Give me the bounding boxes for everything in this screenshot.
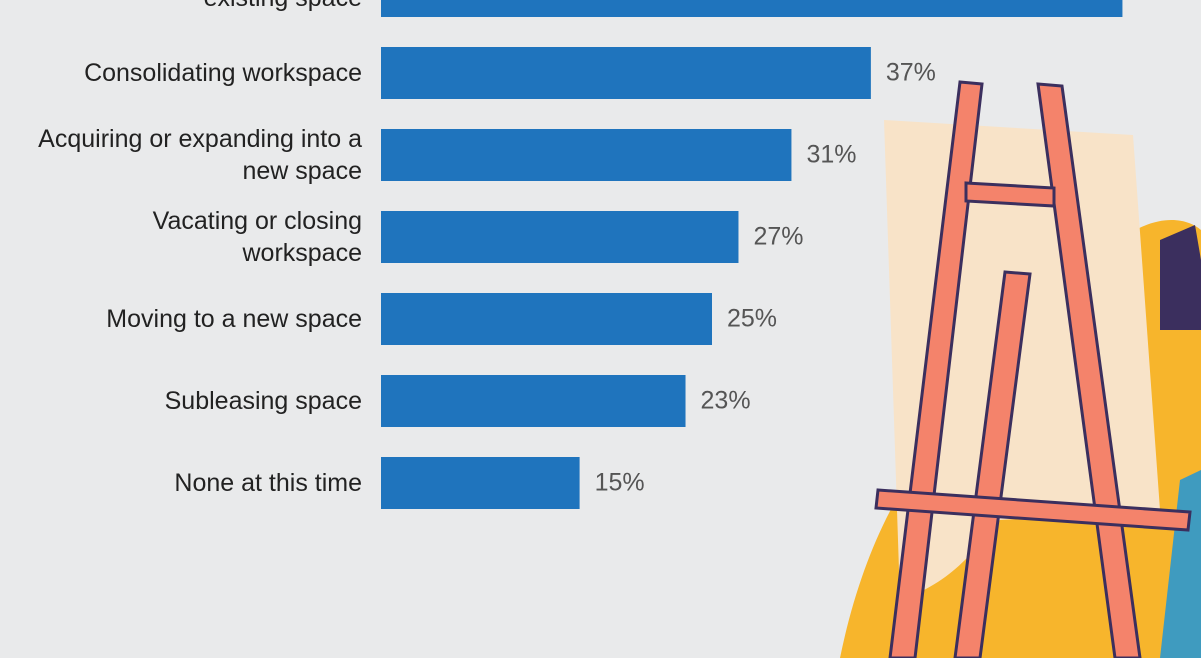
bar — [381, 211, 739, 263]
bar — [381, 293, 712, 345]
category-label: None at this time — [174, 469, 362, 497]
category-label: Acquiring or expanding into a new space — [38, 125, 362, 185]
value-label: 37% — [885, 58, 936, 87]
figure — [1160, 225, 1201, 330]
value-label: 27% — [753, 222, 804, 251]
category-label: Consolidating workspace — [84, 59, 362, 87]
value-label: 23% — [700, 386, 751, 415]
bar — [381, 375, 686, 427]
category-label: Subleasing space — [164, 387, 362, 415]
value-label: 15% — [594, 468, 645, 497]
value-label: 31% — [806, 140, 857, 169]
category-label: Moving to a new space — [106, 305, 362, 333]
easel — [874, 80, 1192, 658]
bar — [381, 129, 792, 181]
category-label: existing space — [27, 0, 362, 14]
bar — [381, 47, 871, 99]
category-label: Vacating or closing workspace — [152, 207, 362, 267]
bar — [381, 0, 1123, 17]
bar — [381, 457, 580, 509]
value-label: 25% — [727, 304, 778, 333]
